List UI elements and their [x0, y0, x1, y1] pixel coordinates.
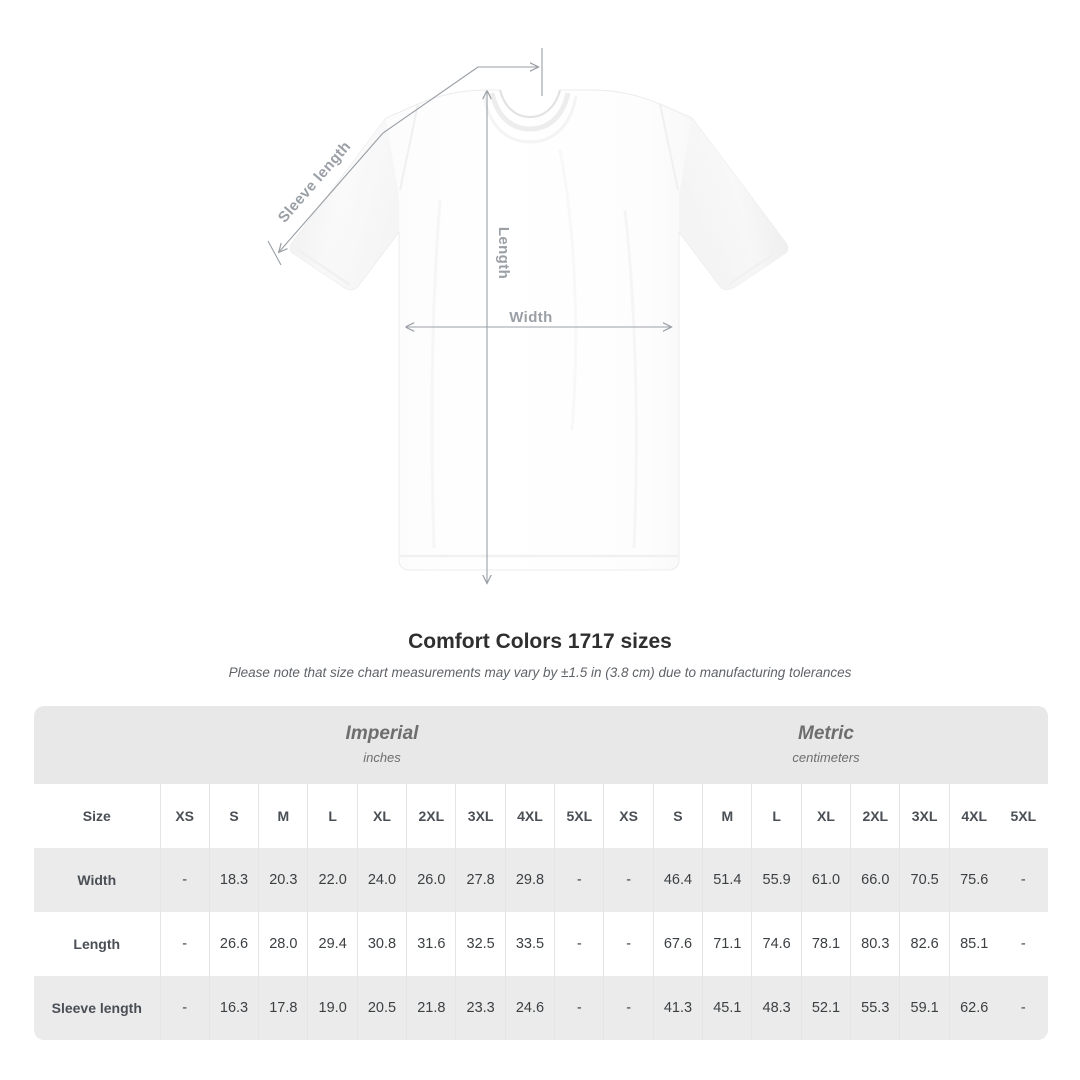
- cell-length-imperial-l: 29.4: [307, 912, 358, 976]
- table-row-sleeve-length: Sleeve length - 16.3 17.8 19.0 20.5 21.8…: [34, 976, 1049, 1040]
- row-label-length: Length: [34, 912, 160, 976]
- cell-width-imperial-xs: -: [159, 848, 210, 912]
- cell-length-metric-l: 74.6: [751, 912, 802, 976]
- header-cell-metric-s: S: [652, 784, 703, 848]
- unit-spacer-cell: [34, 706, 160, 784]
- chart-heading-block: Comfort Colors 1717 sizes Please note th…: [0, 628, 1080, 682]
- header-cell-imperial-l: L: [307, 784, 358, 848]
- cell-sleeve-metric-m: 45.1: [702, 976, 752, 1040]
- cell-width-imperial-3xl: 27.8: [455, 848, 506, 912]
- cell-width-metric-4xl: 75.6: [948, 848, 999, 912]
- tshirt-diagram: Sleeve length Length Width: [267, 48, 789, 610]
- header-cell-imperial-2xl: 2XL: [406, 784, 456, 848]
- cell-sleeve-metric-xl: 52.1: [800, 976, 851, 1040]
- row-label-width: Width: [34, 848, 160, 912]
- cell-width-metric-l: 55.9: [751, 848, 802, 912]
- cell-sleeve-imperial-3xl: 23.3: [455, 976, 506, 1040]
- tolerance-note: Please note that size chart measurements…: [228, 665, 852, 680]
- header-cell-metric-xl: XL: [800, 784, 851, 848]
- cell-width-imperial-s: 18.3: [208, 848, 259, 912]
- header-cell-metric-2xl: 2XL: [850, 784, 900, 848]
- header-cell-imperial-3xl: 3XL: [455, 784, 506, 848]
- cell-sleeve-imperial-xl: 20.5: [356, 976, 407, 1040]
- cell-length-metric-3xl: 82.6: [899, 912, 950, 976]
- cell-sleeve-imperial-4xl: 24.6: [504, 976, 555, 1040]
- cell-width-imperial-4xl: 29.8: [504, 848, 555, 912]
- cell-width-metric-2xl: 66.0: [850, 848, 900, 912]
- header-cell-metric-4xl: 4XL: [948, 784, 999, 848]
- cell-length-imperial-m: 28.0: [258, 912, 308, 976]
- cell-length-metric-xs: -: [603, 912, 654, 976]
- cell-length-imperial-xs: -: [159, 912, 210, 976]
- cell-width-metric-3xl: 70.5: [899, 848, 950, 912]
- table-header-row: Size XS S M L XL 2XL 3XL 4XL 5XL XS S M …: [34, 784, 1049, 848]
- length-label: Length: [495, 227, 512, 279]
- table-row-width: Width - 18.3 20.3 22.0 24.0 26.0 27.8 29…: [34, 848, 1049, 912]
- header-cell-imperial-4xl: 4XL: [504, 784, 555, 848]
- header-size-label: Size: [34, 784, 160, 848]
- cell-length-imperial-xl: 30.8: [356, 912, 407, 976]
- unit-system-imperial-name: Imperial: [345, 723, 419, 744]
- unit-system-metric-unit: centimeters: [792, 750, 860, 765]
- cell-width-metric-m: 51.4: [702, 848, 752, 912]
- cell-width-metric-s: 46.4: [652, 848, 703, 912]
- cell-length-metric-4xl: 85.1: [948, 912, 999, 976]
- header-cell-metric-5xl: 5XL: [998, 784, 1049, 848]
- cell-width-metric-xs: -: [603, 848, 654, 912]
- unit-system-imperial: Imperial inches: [160, 706, 604, 784]
- size-chart-table: Imperial inches Metric centimeters Size …: [34, 706, 1049, 1040]
- cell-length-metric-xl: 78.1: [800, 912, 851, 976]
- table-row-length: Length - 26.6 28.0 29.4 30.8 31.6 32.5 3…: [34, 912, 1049, 976]
- header-cell-metric-3xl: 3XL: [899, 784, 950, 848]
- cell-sleeve-metric-4xl: 62.6: [948, 976, 999, 1040]
- cell-length-metric-s: 67.6: [652, 912, 703, 976]
- cell-length-imperial-3xl: 32.5: [455, 912, 506, 976]
- cell-width-imperial-5xl: -: [554, 848, 604, 912]
- cell-sleeve-imperial-s: 16.3: [208, 976, 259, 1040]
- cell-sleeve-imperial-2xl: 21.8: [406, 976, 456, 1040]
- cell-sleeve-metric-3xl: 59.1: [899, 976, 950, 1040]
- cell-sleeve-metric-xs: -: [603, 976, 654, 1040]
- cell-width-metric-5xl: -: [998, 848, 1049, 912]
- size-chart-table-wrapper: Imperial inches Metric centimeters Size …: [34, 706, 1049, 1040]
- header-cell-imperial-m: M: [258, 784, 308, 848]
- header-cell-metric-l: L: [751, 784, 802, 848]
- cell-sleeve-imperial-xs: -: [159, 976, 210, 1040]
- cell-length-imperial-s: 26.6: [208, 912, 259, 976]
- cell-sleeve-imperial-m: 17.8: [258, 976, 308, 1040]
- cell-sleeve-metric-s: 41.3: [652, 976, 703, 1040]
- cell-sleeve-imperial-5xl: -: [554, 976, 604, 1040]
- tshirt-body: [289, 89, 789, 571]
- cell-sleeve-metric-l: 48.3: [751, 976, 802, 1040]
- page-title: Comfort Colors 1717 sizes: [408, 630, 672, 653]
- cell-length-imperial-5xl: -: [554, 912, 604, 976]
- unit-system-row: Imperial inches Metric centimeters: [34, 706, 1049, 784]
- width-dimension: Width: [407, 309, 671, 327]
- cell-width-metric-xl: 61.0: [800, 848, 851, 912]
- header-cell-imperial-s: S: [208, 784, 259, 848]
- header-cell-imperial-xs: XS: [159, 784, 210, 848]
- unit-system-metric: Metric centimeters: [603, 706, 1049, 784]
- cell-length-metric-m: 71.1: [702, 912, 752, 976]
- row-label-sleeve-length: Sleeve length: [34, 976, 160, 1040]
- cell-length-imperial-4xl: 33.5: [504, 912, 555, 976]
- header-cell-imperial-xl: XL: [356, 784, 407, 848]
- cell-width-imperial-l: 22.0: [307, 848, 358, 912]
- unit-system-imperial-unit: inches: [363, 750, 401, 765]
- cell-sleeve-imperial-l: 19.0: [307, 976, 358, 1040]
- cell-length-imperial-2xl: 31.6: [406, 912, 456, 976]
- width-label: Width: [509, 309, 553, 326]
- header-cell-imperial-5xl: 5XL: [554, 784, 604, 848]
- cell-width-imperial-m: 20.3: [258, 848, 308, 912]
- cell-width-imperial-2xl: 26.0: [406, 848, 456, 912]
- cell-length-metric-5xl: -: [998, 912, 1049, 976]
- cell-sleeve-metric-5xl: -: [998, 976, 1049, 1040]
- cell-width-imperial-xl: 24.0: [356, 848, 407, 912]
- cell-sleeve-metric-2xl: 55.3: [850, 976, 900, 1040]
- unit-system-metric-name: Metric: [798, 723, 854, 744]
- header-cell-metric-xs: XS: [603, 784, 654, 848]
- header-cell-metric-m: M: [702, 784, 752, 848]
- cell-length-metric-2xl: 80.3: [850, 912, 900, 976]
- length-dimension: Length: [487, 92, 512, 583]
